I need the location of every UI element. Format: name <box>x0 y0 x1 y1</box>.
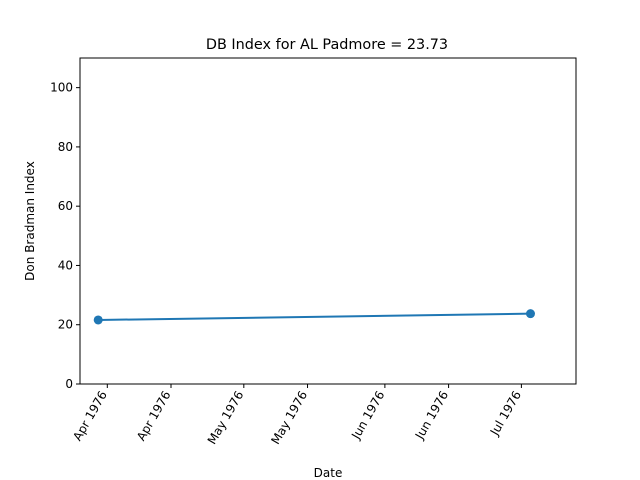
y-tick-label: 20 <box>58 318 73 332</box>
x-tick-label: Jun 1976 <box>348 389 387 443</box>
y-tick-label: 100 <box>50 81 73 95</box>
series-line <box>98 312 531 321</box>
data-point <box>93 315 103 325</box>
x-tick-label: Apr 1976 <box>134 389 174 444</box>
x-tick-label: Apr 1976 <box>70 389 110 444</box>
y-tick-label: 0 <box>65 377 73 391</box>
y-axis-label: Don Bradman Index <box>23 161 37 281</box>
x-axis: Apr 1976 Apr 1976 May 1976 May 1976 Jun 1976… <box>70 384 524 447</box>
y-tick-label: 60 <box>58 199 73 213</box>
chart-title: DB Index for AL Padmore = 23.73 <box>206 37 448 53</box>
x-axis-label: Date <box>314 466 343 480</box>
x-tick-label: Jul 1976 <box>487 389 524 439</box>
data-point <box>525 309 535 319</box>
y-tick-label: 80 <box>58 140 73 154</box>
axes-frame <box>79 57 577 385</box>
x-tick-label: Jun 1976 <box>412 389 451 443</box>
plot-area <box>93 309 535 325</box>
x-tick-label: May 1976 <box>205 389 247 447</box>
x-tick-label: May 1976 <box>268 389 310 447</box>
y-axis: 0 20 40 60 80 100 <box>50 81 80 391</box>
y-tick-label: 40 <box>58 258 73 272</box>
